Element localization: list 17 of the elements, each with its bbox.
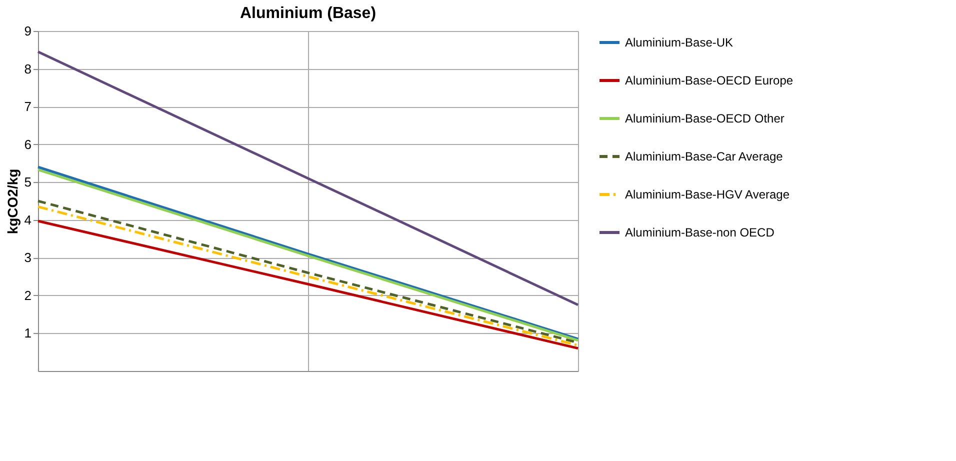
- y-tick-label: 7: [24, 99, 32, 114]
- chart-title: Aluminium (Base): [240, 5, 376, 22]
- legend-label: Aluminium-Base-Car Average: [625, 150, 784, 164]
- y-tick-label: 6: [24, 136, 32, 152]
- y-tick-label: 5: [24, 174, 32, 190]
- y-tick-label: 9: [24, 24, 32, 38]
- y-axis-title: kgCO2/kg: [4, 168, 20, 234]
- legend-label: Aluminium-Base-OECD Europe: [625, 74, 794, 88]
- y-tick-label: 8: [24, 61, 32, 76]
- y-tick-label: 2: [24, 288, 32, 303]
- legend-label: Aluminium-Base-OECD Other: [625, 112, 784, 126]
- legend-label: Aluminium-Base-non OECD: [625, 226, 775, 240]
- legend-label: Aluminium-Base-UK: [625, 36, 734, 50]
- legend-label: Aluminium-Base-HGV Average: [625, 188, 790, 202]
- y-tick-label: 3: [24, 250, 32, 266]
- y-tick-label: 1: [24, 326, 32, 341]
- y-tick-label: 4: [24, 212, 32, 228]
